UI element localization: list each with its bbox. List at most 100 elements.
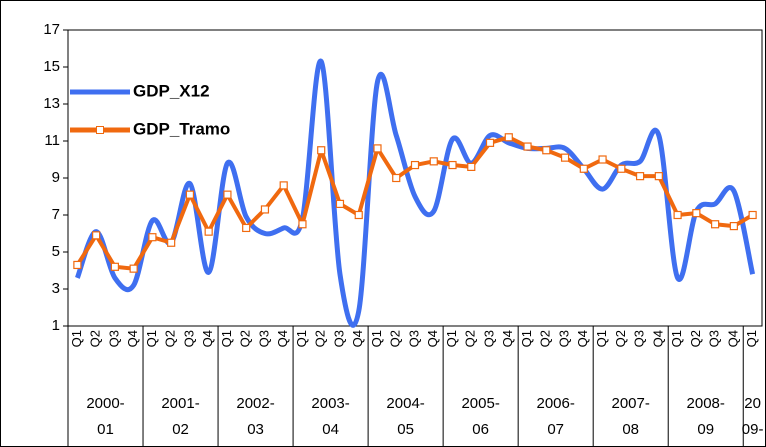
x-tick-label: Q4 xyxy=(500,330,515,347)
x-tick-label: Q4 xyxy=(650,330,665,347)
marker xyxy=(711,220,720,229)
x-tick-label: Q3 xyxy=(481,330,496,347)
y-tick-label: 9 xyxy=(52,169,60,186)
group-label: 02 xyxy=(172,421,189,438)
x-tick-label: Q2 xyxy=(388,330,403,347)
group-label: 2003- xyxy=(311,395,349,412)
x-tick-label: Q1 xyxy=(444,330,459,347)
x-tick-label: Q2 xyxy=(613,330,628,347)
x-tick-label: Q1 xyxy=(144,330,159,347)
y-tick-label: 13 xyxy=(43,95,60,112)
group-label: 01 xyxy=(97,421,114,438)
marker xyxy=(429,157,438,166)
group-label: 09- xyxy=(742,421,764,438)
marker xyxy=(204,227,213,236)
x-tick-label: Q1 xyxy=(294,330,309,347)
marker xyxy=(635,172,645,181)
group-label: 03 xyxy=(247,421,264,438)
marker xyxy=(167,238,176,247)
y-tick-label: 7 xyxy=(52,206,60,223)
x-tick-label: Q1 xyxy=(669,330,684,347)
x-tick-label: Q4 xyxy=(725,330,740,347)
x-tick-label: Q2 xyxy=(688,330,703,347)
x-tick-label: Q2 xyxy=(313,330,328,347)
marker xyxy=(448,160,457,170)
marker xyxy=(560,153,570,162)
marker xyxy=(260,205,270,214)
x-tick-label: Q3 xyxy=(106,330,121,347)
marker xyxy=(92,231,101,240)
series-line xyxy=(75,58,756,328)
y-tick-label: 17 xyxy=(43,21,60,38)
x-tick-label: Q2 xyxy=(163,330,178,347)
legend-marker xyxy=(96,126,104,134)
group-label: 09 xyxy=(697,421,714,438)
y-tick-label: 15 xyxy=(43,58,60,75)
x-tick-label: Q4 xyxy=(200,330,215,347)
marker xyxy=(504,133,513,142)
x-tick-label: Q3 xyxy=(256,330,271,347)
x-tick-label: Q3 xyxy=(707,330,722,347)
group-label: 2005- xyxy=(461,395,499,412)
marker xyxy=(617,164,626,173)
x-tick-label: Q1 xyxy=(69,330,84,347)
x-tick-label: Q1 xyxy=(594,330,609,347)
group-label: 2007- xyxy=(612,395,650,412)
x-tick-label: Q3 xyxy=(406,330,421,347)
y-tick-label: 11 xyxy=(44,132,60,149)
marker xyxy=(373,144,382,153)
group-label: 2002- xyxy=(236,395,274,412)
marker xyxy=(279,181,288,190)
marker xyxy=(242,223,251,233)
legend-label: GDP_X12 xyxy=(133,81,210,100)
group-label: 2000- xyxy=(86,395,124,412)
marker xyxy=(579,164,588,173)
x-tick-label: Q4 xyxy=(125,330,140,347)
marker xyxy=(185,190,195,199)
group-label: 04 xyxy=(322,421,339,438)
marker xyxy=(654,172,663,181)
x-tick-label: Q2 xyxy=(88,330,103,347)
marker xyxy=(692,209,701,218)
legend-label: GDP_Tramo xyxy=(133,119,230,138)
marker xyxy=(335,199,345,208)
x-tick-label: Q3 xyxy=(632,330,647,347)
x-tick-label: Q3 xyxy=(556,330,571,347)
group-label: 2008- xyxy=(687,395,725,412)
y-tick-label: 5 xyxy=(52,243,60,260)
marker xyxy=(223,190,232,199)
x-tick-label: Q4 xyxy=(275,330,290,347)
marker xyxy=(110,262,119,271)
group-label: 06 xyxy=(472,421,489,438)
x-tick-label: Q1 xyxy=(369,330,384,347)
marker xyxy=(523,142,532,151)
x-tick-label: Q3 xyxy=(181,330,196,347)
x-tick-label: Q2 xyxy=(238,330,253,347)
x-tick-label: Q4 xyxy=(575,330,590,347)
marker xyxy=(485,138,495,147)
x-tick-label: Q2 xyxy=(463,330,478,347)
group-label: 20 xyxy=(744,395,761,412)
marker xyxy=(317,146,326,155)
group-label: 05 xyxy=(397,421,414,438)
marker xyxy=(73,260,82,270)
group-label: 07 xyxy=(547,421,564,438)
group-label: 2001- xyxy=(161,395,199,412)
y-tick-label: 1 xyxy=(52,317,60,334)
marker xyxy=(392,173,401,183)
marker xyxy=(298,220,307,229)
marker xyxy=(673,210,682,220)
group-label: 2004- xyxy=(386,395,424,412)
x-tick-label: Q1 xyxy=(744,330,759,347)
marker xyxy=(148,233,157,242)
marker xyxy=(748,210,757,220)
marker xyxy=(729,222,738,231)
marker xyxy=(598,155,607,164)
x-tick-label: Q3 xyxy=(331,330,346,347)
x-tick-label: Q4 xyxy=(350,330,365,347)
marker xyxy=(467,162,476,171)
group-label: 2006- xyxy=(536,395,574,412)
marker xyxy=(542,146,551,155)
